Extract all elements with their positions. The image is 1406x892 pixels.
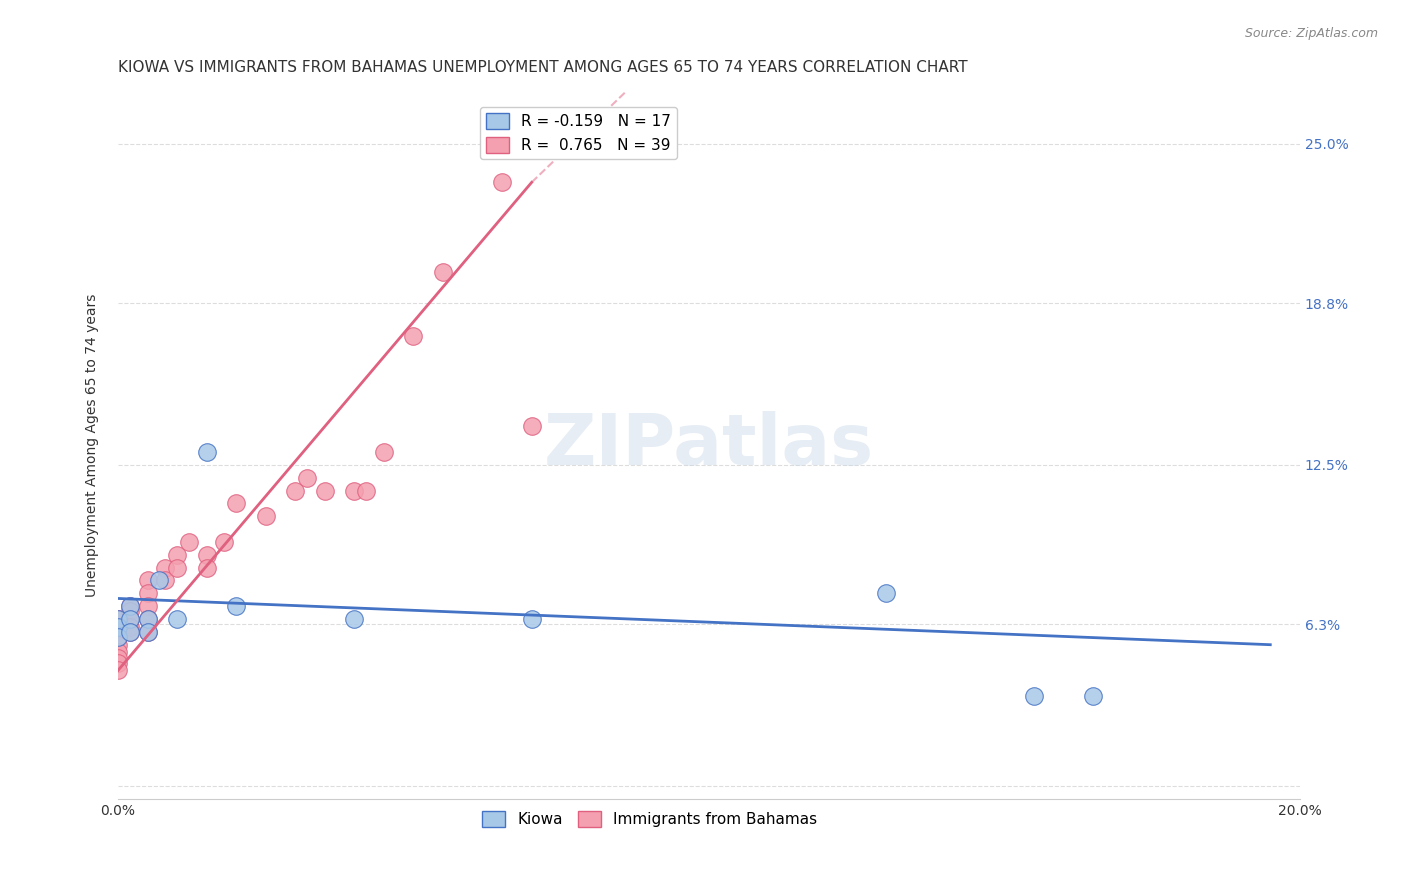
Point (1022, 689, 1045, 703)
Point (225, 599, 247, 614)
Point (136, 586, 159, 600)
Point (195, 560, 218, 574)
Point (491, 175, 513, 189)
Text: KIOWA VS IMMIGRANTS FROM BAHAMAS UNEMPLOYMENT AMONG AGES 65 TO 74 YEARS CORRELAT: KIOWA VS IMMIGRANTS FROM BAHAMAS UNEMPLO… (118, 60, 967, 75)
Point (107, 656, 129, 670)
Point (136, 574, 159, 588)
Point (254, 509, 277, 524)
Text: ZIPatlas: ZIPatlas (544, 411, 875, 480)
Point (118, 599, 141, 614)
Point (177, 535, 200, 549)
Point (343, 483, 366, 498)
Point (1081, 689, 1104, 703)
Y-axis label: Unemployment Among Ages 65 to 74 years: Unemployment Among Ages 65 to 74 years (86, 294, 100, 598)
Text: Source: ZipAtlas.com: Source: ZipAtlas.com (1244, 27, 1378, 40)
Point (107, 630, 129, 644)
Point (432, 265, 454, 279)
Point (118, 624, 141, 639)
Point (195, 445, 218, 459)
Point (118, 612, 141, 626)
Point (166, 612, 188, 626)
Point (107, 620, 129, 634)
Point (136, 612, 159, 626)
Point (520, 612, 543, 626)
Point (875, 586, 897, 600)
Point (107, 630, 129, 644)
Point (136, 624, 159, 639)
Point (166, 560, 188, 574)
Point (107, 612, 129, 626)
Point (118, 599, 141, 614)
Point (314, 483, 336, 498)
Point (155, 574, 177, 588)
Point (155, 560, 177, 574)
Point (284, 483, 307, 498)
Point (136, 612, 159, 626)
Point (118, 620, 141, 634)
Point (195, 548, 218, 562)
Point (118, 604, 141, 618)
Point (107, 638, 129, 652)
Point (107, 612, 129, 626)
Point (107, 624, 129, 639)
Point (214, 535, 236, 549)
Point (354, 483, 377, 498)
Point (107, 645, 129, 659)
Point (107, 664, 129, 678)
Point (225, 496, 247, 510)
Point (136, 624, 159, 639)
Point (107, 612, 129, 626)
Point (295, 471, 318, 485)
Point (520, 419, 543, 434)
Legend: Kiowa, Immigrants from Bahamas: Kiowa, Immigrants from Bahamas (477, 805, 824, 833)
Point (343, 612, 366, 626)
Point (107, 650, 129, 665)
Point (402, 329, 425, 343)
Point (118, 624, 141, 639)
Point (166, 548, 188, 562)
Point (148, 574, 170, 588)
Point (136, 599, 159, 614)
Point (118, 612, 141, 626)
Point (373, 445, 395, 459)
